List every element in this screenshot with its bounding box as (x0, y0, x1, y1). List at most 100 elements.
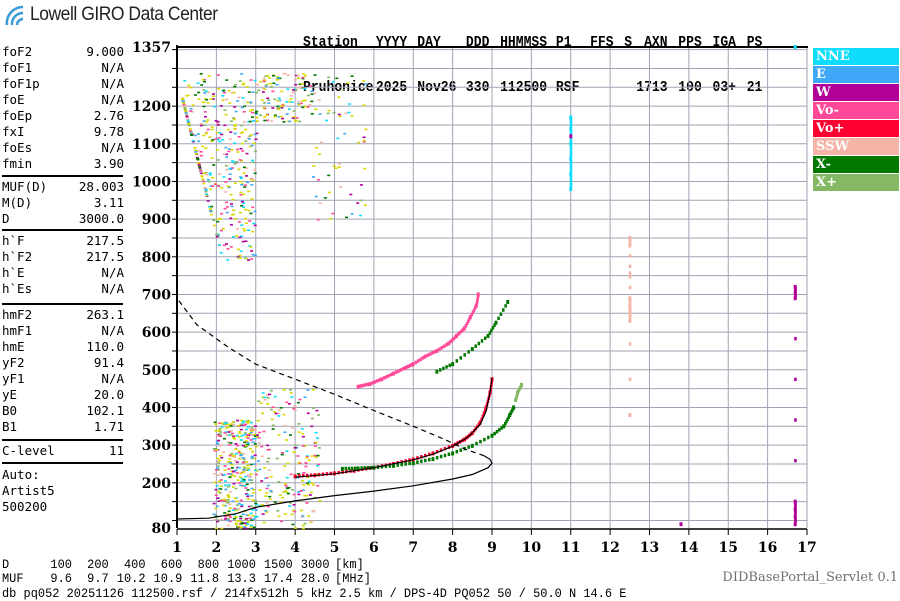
param-value: 28.003 (78, 179, 124, 194)
interference-point (283, 72, 287, 75)
interference-point (206, 178, 210, 181)
param-value: 91.4 (93, 355, 124, 370)
interference-point (296, 74, 300, 77)
param-row: C-level 11 (2, 443, 124, 459)
echo-point (569, 168, 573, 173)
interference-point (251, 429, 255, 432)
echo-point (794, 501, 797, 505)
interference-point (221, 95, 225, 97)
interference-point (253, 210, 257, 213)
interference-point (310, 90, 314, 92)
interference-point (267, 457, 271, 460)
echo-point (421, 356, 425, 360)
param-value: N/A (101, 92, 124, 107)
interference-point (251, 450, 255, 453)
interference-point (215, 440, 219, 443)
interference-point (221, 99, 225, 101)
row-unit: [MHz] (335, 571, 371, 586)
interference-point (283, 482, 287, 485)
interference-point (278, 107, 282, 109)
interference-point (301, 435, 305, 438)
interference-point (257, 504, 261, 507)
interference-point (225, 98, 229, 101)
echo-point (424, 458, 427, 463)
interference-point (359, 214, 362, 217)
interference-point (247, 138, 251, 140)
echo-point (428, 352, 432, 356)
param-group4: hmF2 263.1 hmF1 N/A hmE 110.0 yF2 91.4 yF1 N/A yE 2… (2, 307, 124, 435)
interference-point (215, 149, 219, 151)
interference-point (266, 397, 270, 399)
interference-point (245, 436, 249, 438)
interference-point (335, 77, 339, 80)
interference-point (191, 104, 195, 106)
interference-point (242, 453, 246, 455)
interference-point (222, 176, 226, 178)
interference-point (269, 491, 273, 493)
interference-point (229, 462, 233, 464)
param-value: 217.5 (86, 249, 124, 264)
interference-point (214, 507, 218, 510)
interference-point (281, 496, 285, 499)
interference-point (315, 437, 319, 439)
interference-point (238, 236, 242, 239)
interference-point (220, 422, 224, 425)
echo-point (447, 452, 451, 457)
interference-point (254, 445, 258, 448)
interference-point (271, 90, 275, 93)
series-X+ (514, 382, 524, 402)
interference-point (199, 151, 203, 153)
param-group2: MUF(D) 28.003 M(D) 3.11 D 3000.0 (2, 179, 124, 227)
echo-point (455, 359, 459, 363)
echo-point (457, 332, 460, 336)
interference-point (219, 435, 222, 438)
interference-point (249, 512, 253, 515)
echo-point (628, 285, 632, 290)
echo-point (519, 384, 523, 388)
interference-point (231, 509, 235, 512)
x-tick-label: 17 (797, 540, 816, 556)
interference-point (240, 477, 244, 480)
interference-point (268, 393, 271, 396)
interference-point (208, 136, 212, 138)
interference-point (201, 180, 205, 183)
interference-point (318, 500, 322, 502)
interference-point (215, 448, 219, 451)
interference-point (243, 105, 246, 108)
interference-point (227, 468, 231, 470)
interference-point (263, 467, 267, 469)
echo-point (371, 381, 374, 385)
echo-point (442, 344, 446, 348)
interference-point (223, 469, 227, 471)
interference-point (250, 111, 254, 114)
interference-point (331, 81, 335, 83)
interference-point (310, 417, 314, 420)
interference-point (313, 74, 317, 76)
grid (177, 47, 808, 528)
interference-point (277, 415, 281, 417)
interference-point (246, 498, 250, 500)
interference-point (286, 462, 290, 465)
y-tick-label: 900 (142, 212, 171, 228)
interference-point (306, 94, 310, 97)
interference-point (216, 497, 220, 499)
interference-point (208, 173, 212, 176)
interference-point (291, 509, 295, 512)
interference-point (221, 139, 225, 141)
interference-point (293, 409, 297, 412)
interference-point (227, 510, 231, 513)
interference-point (342, 89, 345, 91)
header-value: 21 (746, 80, 763, 96)
interference-point (240, 106, 244, 109)
curve-profile (176, 455, 493, 520)
interference-point (233, 85, 237, 88)
interference-point (238, 254, 242, 257)
interference-cluster (181, 73, 259, 261)
interference-point (184, 113, 188, 115)
interference-point (291, 89, 295, 91)
interference-point (297, 423, 301, 425)
interference-point (242, 468, 246, 471)
interference-point (199, 154, 203, 157)
interference-point (250, 434, 254, 436)
interference-point (201, 79, 205, 81)
